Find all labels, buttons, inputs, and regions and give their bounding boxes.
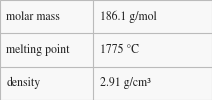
Bar [0, 67, 212, 100]
Text: molar mass: molar mass [6, 11, 60, 22]
Text: density: density [6, 77, 40, 90]
Text: melting point: melting point [6, 44, 70, 56]
Bar [0, 33, 212, 67]
Text: 1775 °C: 1775 °C [100, 44, 139, 56]
Bar [0, 0, 212, 33]
Text: 2.91 g/cm³: 2.91 g/cm³ [100, 77, 150, 89]
Text: 186.1 g/mol: 186.1 g/mol [100, 10, 156, 23]
